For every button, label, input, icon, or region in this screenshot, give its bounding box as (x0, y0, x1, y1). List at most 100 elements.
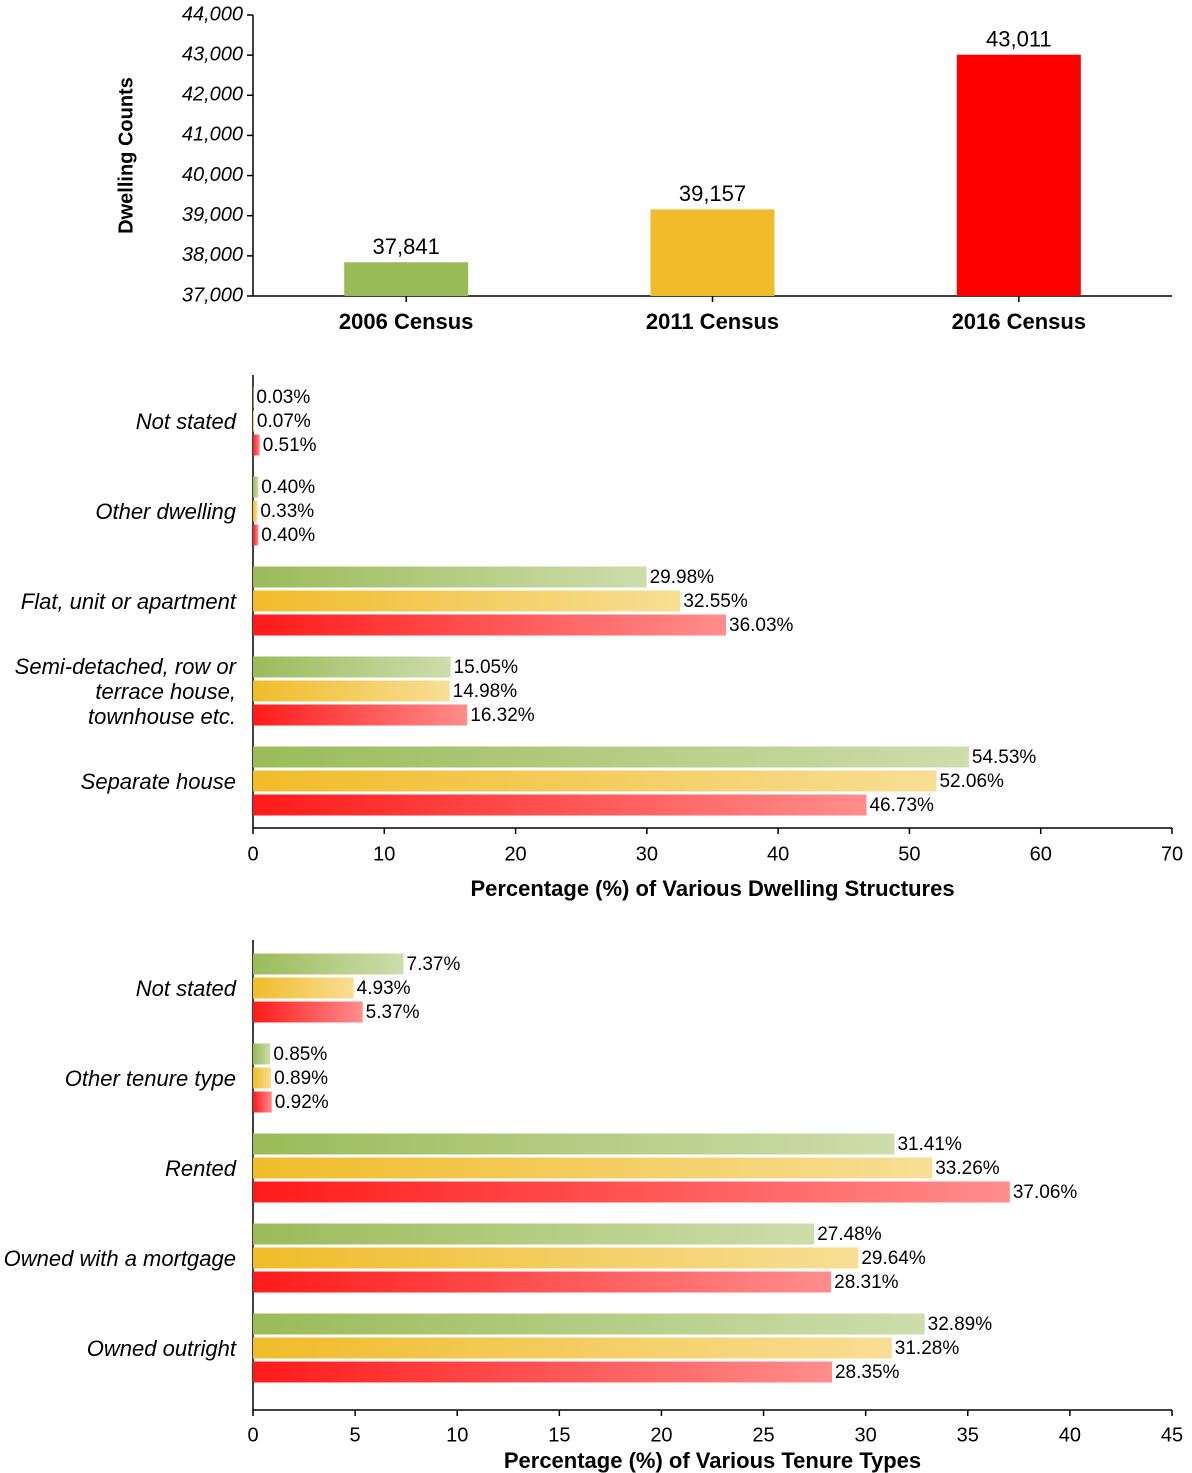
x-tick-label: 70 (1161, 843, 1183, 865)
value-label: 0.85% (273, 1044, 327, 1065)
category-label-box: Other tenure type (64, 1065, 236, 1091)
bar (253, 500, 258, 522)
x-tick-label: 60 (1030, 843, 1052, 865)
value-label: 37.06% (1013, 1182, 1078, 1203)
x-tick-label: 5 (350, 1424, 361, 1446)
y-tick-label: Not stated (135, 975, 236, 1001)
y-tick-label: Not stated (135, 408, 236, 434)
category-label-box: Owned with a mortgage (3, 1245, 236, 1271)
x-tick-label: 40 (1059, 1424, 1081, 1446)
x-tick-label: 20 (650, 1424, 672, 1446)
bar (253, 1091, 272, 1113)
y-tick-label: Other dwelling (95, 498, 236, 524)
bar (956, 54, 1081, 296)
category-label-box: Rented (165, 1155, 236, 1181)
y-tick-label: 43,000 (182, 43, 243, 65)
category-label-box: Semi-detached, row or terrace house, tow… (14, 653, 236, 729)
y-tick-label: 38,000 (182, 244, 243, 266)
y-tick-label: Other tenure type (64, 1065, 236, 1091)
x-tick-label: 40 (767, 843, 789, 865)
bar (253, 680, 450, 702)
category-label-box: Owned outright (86, 1335, 236, 1361)
value-label: 0.40% (261, 525, 315, 546)
bar (253, 590, 681, 612)
value-label: 33.26% (935, 1158, 1000, 1179)
bar (253, 953, 404, 975)
bar (253, 566, 647, 588)
category-label-box: Separate house (80, 768, 236, 794)
value-label: 0.07% (257, 411, 311, 432)
bar (253, 1223, 815, 1245)
x-tick-label: 15 (548, 1424, 570, 1446)
bar (253, 410, 254, 432)
x-tick-label: 30 (636, 843, 658, 865)
value-label: 28.31% (834, 1272, 899, 1293)
category-label-box: Not stated (135, 408, 236, 434)
value-label: 29.64% (861, 1248, 926, 1269)
bar (253, 770, 937, 792)
value-label: 7.37% (407, 954, 461, 975)
value-label: 39,157 (679, 181, 746, 206)
bar (253, 656, 451, 678)
value-label: 46.73% (869, 795, 934, 816)
bar (253, 704, 468, 726)
y-tick-label: 44,000 (182, 3, 243, 25)
value-label: 31.28% (895, 1338, 960, 1359)
value-label: 0.92% (275, 1092, 329, 1113)
y-tick-label: Flat, unit or apartment (20, 588, 236, 614)
bar (253, 1181, 1010, 1203)
y-tick-label: 42,000 (182, 84, 243, 106)
x-tick-label: 25 (752, 1424, 774, 1446)
value-label: 32.55% (683, 591, 748, 612)
value-label: 15.05% (454, 657, 519, 678)
x-tick-label: 30 (855, 1424, 877, 1446)
value-label: 16.32% (470, 705, 535, 726)
x-tick-label: 0 (247, 1424, 258, 1446)
y-tick-label: Owned outright (86, 1335, 236, 1361)
bar (253, 524, 259, 546)
value-label: 27.48% (817, 1224, 882, 1245)
y-tick-label: Rented (165, 1155, 236, 1181)
value-label: 0.51% (263, 435, 317, 456)
x-axis-title: Percentage (%) of Various Dwelling Struc… (470, 876, 954, 901)
bar (253, 1337, 892, 1359)
value-label: 43,011 (986, 27, 1052, 52)
x-axis-title: Percentage (%) of Various Tenure Types (504, 1448, 921, 1473)
value-label: 31.41% (897, 1134, 962, 1155)
bar (253, 1157, 933, 1179)
bar (650, 209, 775, 296)
bar (253, 1043, 271, 1065)
y-axis-title: Dwelling Counts (115, 77, 137, 234)
value-label: 0.89% (274, 1068, 328, 1089)
y-tick-label: Owned with a mortgage (3, 1245, 236, 1271)
bar (253, 1361, 832, 1383)
value-label: 29.98% (650, 567, 715, 588)
bar (253, 614, 727, 636)
value-label: 14.98% (453, 681, 518, 702)
x-tick-label: 45 (1161, 1424, 1183, 1446)
x-tick-label: 0 (247, 843, 258, 865)
y-tick-label: 37,000 (182, 284, 243, 306)
value-label: 36.03% (729, 615, 794, 636)
bar (253, 794, 867, 816)
value-label: 52.06% (939, 771, 1004, 792)
value-label: 0.33% (260, 501, 314, 522)
x-tick-label: 20 (504, 843, 526, 865)
x-tick-label: 10 (373, 843, 395, 865)
x-tick-label: 35 (957, 1424, 979, 1446)
bar (253, 1313, 925, 1335)
value-label: 0.03% (256, 387, 310, 408)
value-label: 54.53% (972, 747, 1037, 768)
bar (253, 476, 259, 498)
value-label: 37,841 (373, 234, 440, 259)
x-tick-label: 2006 Census (339, 309, 474, 334)
y-tick-label: Separate house (80, 768, 236, 794)
x-tick-label: 10 (446, 1424, 468, 1446)
y-tick-label: 39,000 (182, 204, 243, 226)
bar (253, 1067, 272, 1089)
x-tick-label: 2011 Census (646, 309, 779, 334)
bar (344, 262, 469, 296)
y-tick-label: Semi-detached, row or terrace house, tow… (14, 653, 236, 729)
x-tick-label: 2016 Census (952, 309, 1087, 334)
